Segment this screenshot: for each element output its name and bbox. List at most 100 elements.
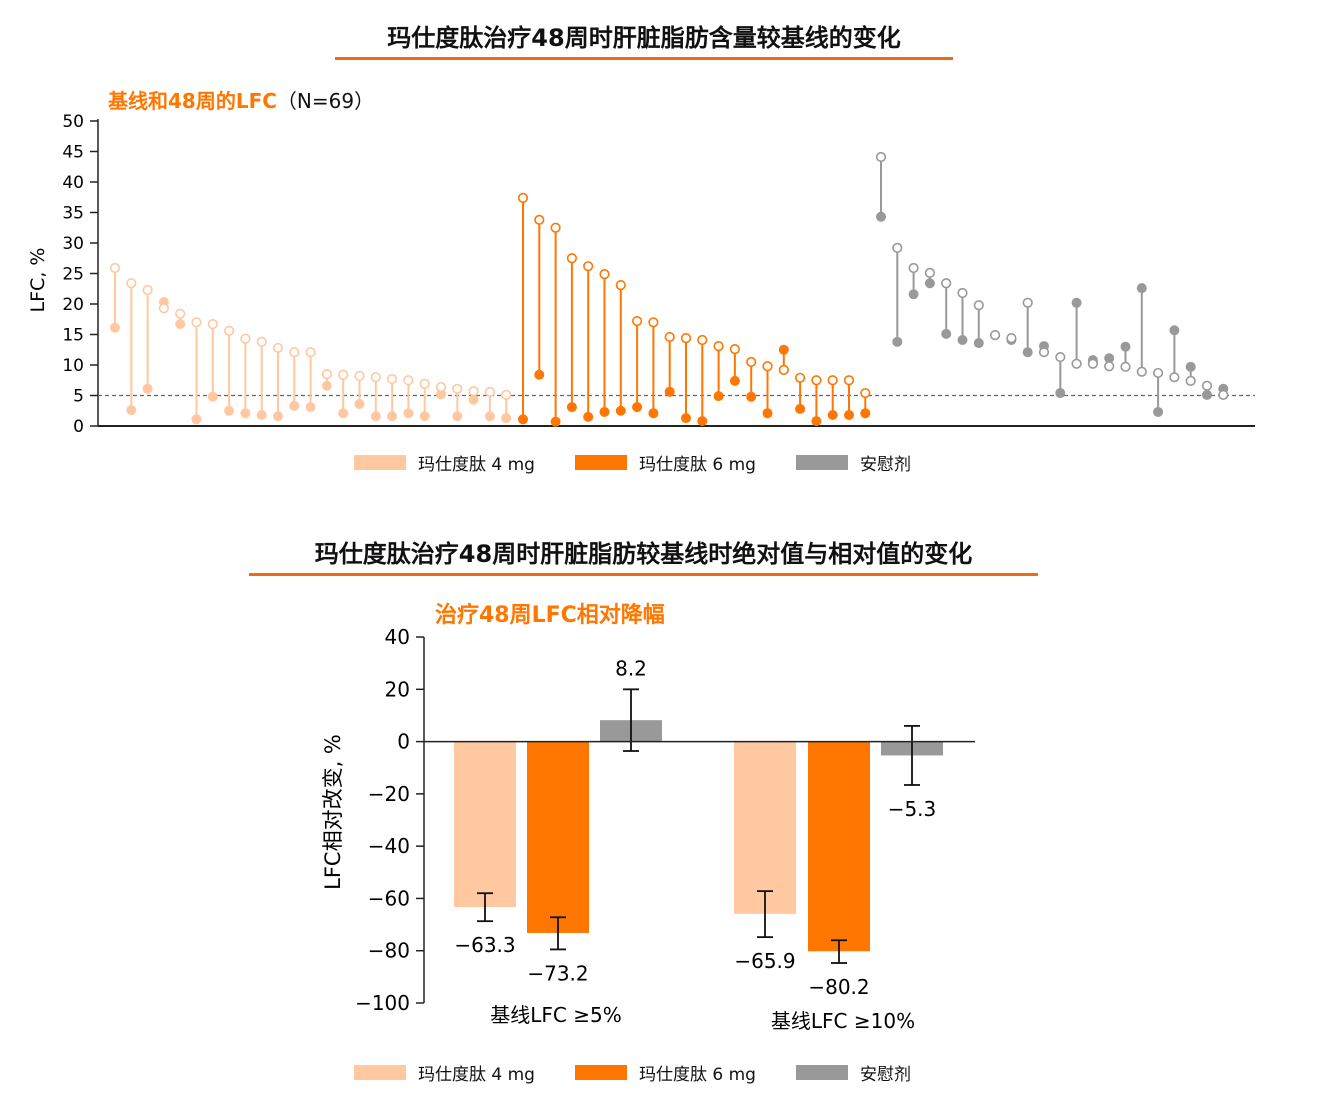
y-tick-label: −80 [368, 939, 410, 963]
week48-point [632, 402, 643, 413]
week48-point [1055, 388, 1066, 399]
baseline-point [664, 331, 675, 343]
baseline-point [126, 278, 137, 289]
baseline-point [1185, 375, 1196, 386]
bar [808, 741, 870, 952]
week48-point [191, 414, 202, 425]
data-label: −5.3 [888, 797, 937, 821]
baseline-point [354, 370, 365, 382]
data-label: −65.9 [734, 949, 795, 973]
week48-point [550, 416, 561, 427]
baseline-point [338, 369, 349, 380]
y-tick-label: −100 [355, 991, 410, 1015]
y-tick-label: 30 [62, 234, 84, 254]
week48-point [583, 411, 594, 422]
baseline-point [1087, 358, 1098, 369]
week48-point [273, 411, 283, 422]
data-label: 8.2 [615, 656, 647, 680]
baseline-point [305, 347, 316, 358]
week48-point [924, 278, 935, 289]
week48-point [876, 211, 886, 222]
baseline-point [957, 287, 968, 299]
baseline-point [599, 269, 610, 280]
data-label: −73.2 [527, 961, 588, 985]
week48-point [452, 411, 463, 422]
baseline-point [1218, 389, 1229, 400]
baseline-point [468, 386, 479, 397]
week48-point [746, 391, 757, 402]
week48-point [1022, 347, 1033, 358]
week48-point [354, 399, 365, 410]
chart1-title-underline [335, 57, 953, 60]
y-tick-label: 15 [62, 326, 84, 346]
y-tick-label: 25 [62, 265, 84, 285]
y-tick-label: 0 [73, 417, 84, 437]
baseline-point [224, 325, 235, 336]
week48-point [860, 408, 871, 419]
baseline-point [321, 369, 333, 380]
baseline-point [240, 333, 251, 344]
baseline-point [256, 336, 267, 347]
baseline-point [517, 192, 529, 203]
baseline-point [191, 317, 202, 328]
baseline-point [1169, 372, 1180, 383]
legend-item-6mg: 玛仕度肽 6 mg [574, 1060, 756, 1085]
chart1-subtitle: 基线和48周的LFC（N=69） [108, 85, 374, 114]
baseline-point [109, 262, 121, 274]
baseline-point [175, 308, 186, 319]
week48-point [305, 402, 316, 413]
week48-point [1153, 406, 1164, 417]
week48-point [419, 411, 430, 422]
week48-point [827, 410, 838, 421]
legend-label: 玛仕度肽 4 mg [418, 455, 535, 475]
category-label: 基线LFC ≥10% [771, 1009, 915, 1033]
week48-point [338, 408, 349, 419]
legend-label: 安慰剂 [859, 1065, 911, 1085]
baseline-point [941, 278, 952, 289]
week48-point [566, 402, 577, 413]
legend-item-4mg: 玛仕度肽 4 mg [354, 1060, 535, 1085]
week48-point [973, 338, 984, 349]
baseline-point [860, 387, 871, 399]
baseline-point [875, 151, 887, 163]
chart1-subtitle-n: （N=69） [276, 89, 375, 113]
week48-point [518, 414, 528, 425]
baseline-point [680, 333, 692, 344]
week48-point [403, 408, 414, 419]
baseline-point [370, 372, 381, 383]
bar [527, 741, 589, 933]
week48-point [908, 289, 919, 300]
legend-swatch-placebo [795, 1065, 848, 1080]
legend-swatch-6mg [574, 1065, 627, 1080]
legend-swatch-placebo [795, 455, 848, 470]
week48-point [484, 411, 495, 422]
baseline-point [142, 284, 153, 296]
legend-item-placebo: 安慰剂 [795, 1060, 911, 1085]
week48-point [844, 410, 854, 421]
week48-point [224, 405, 235, 416]
week48-point [1136, 283, 1147, 294]
baseline-point [778, 364, 789, 375]
week48-point [681, 413, 691, 424]
baseline-point [1006, 333, 1017, 344]
y-tick-label: 50 [62, 112, 84, 132]
legend-top: 玛仕度肽 4 mg 玛仕度肽 6 mg 安慰剂 [354, 450, 951, 475]
legend-label: 安慰剂 [859, 455, 911, 475]
week48-point [811, 416, 822, 427]
baseline-point [973, 300, 984, 311]
baseline-point [1055, 351, 1066, 363]
data-label: −80.2 [808, 975, 869, 999]
legend-label: 玛仕度肽 6 mg [638, 455, 756, 475]
baseline-point [550, 222, 561, 233]
week48-point [370, 411, 381, 422]
week48-point [142, 383, 153, 394]
week48-point [599, 406, 610, 417]
y-tick-label: 5 [73, 387, 84, 407]
chart2-title-underline [249, 573, 1038, 576]
baseline-point [648, 317, 659, 328]
baseline-point [697, 334, 708, 346]
week48-point [1202, 389, 1212, 400]
y-tick-label: −20 [368, 782, 410, 806]
bar [454, 741, 516, 908]
